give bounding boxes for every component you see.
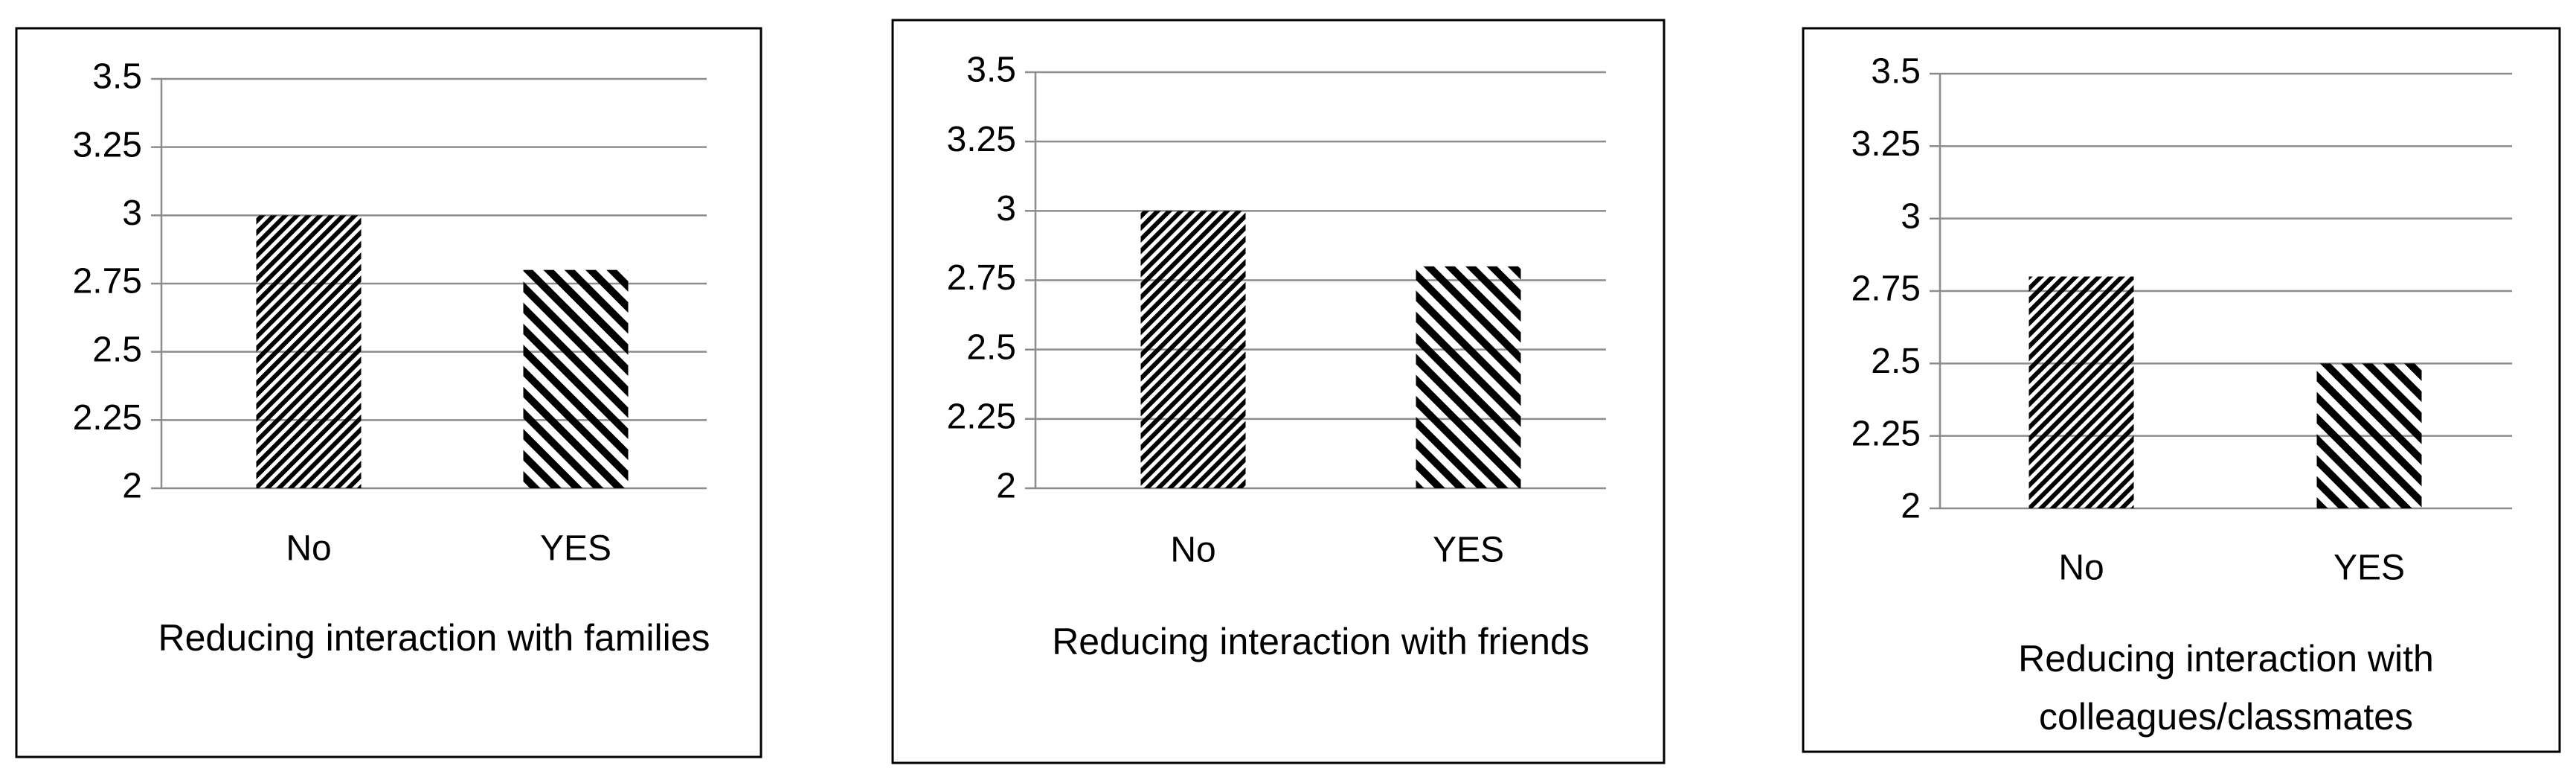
- y-tick-label: 2.75: [73, 262, 142, 301]
- y-tick-label: 3.25: [947, 120, 1016, 159]
- y-tick-label: 2: [996, 467, 1016, 506]
- bar: [1140, 211, 1246, 488]
- x-tick-label: No: [1170, 531, 1215, 570]
- x-axis-title: Reducing interaction with friends: [1052, 621, 1590, 662]
- x-tick-label: YES: [540, 529, 611, 569]
- y-tick-label: 3.5: [92, 57, 142, 97]
- bar: [1416, 266, 1521, 488]
- y-tick-label: 2: [122, 467, 142, 506]
- y-tick-label: 3: [996, 189, 1016, 228]
- y-tick-label: 3.25: [73, 125, 142, 164]
- y-tick-label: 2.5: [966, 327, 1016, 367]
- bar: [2029, 276, 2134, 508]
- bar: [2316, 363, 2422, 508]
- y-tick-label: 2.5: [92, 330, 142, 369]
- x-tick-label: YES: [1433, 531, 1504, 570]
- x-tick-label: YES: [2334, 549, 2405, 588]
- y-tick-label: 2: [1901, 487, 1921, 526]
- y-tick-label: 3.5: [1871, 52, 1921, 92]
- x-tick-label: No: [286, 529, 331, 569]
- y-tick-label: 3.5: [966, 51, 1016, 90]
- y-tick-label: 3.25: [1851, 124, 1921, 164]
- y-tick-label: 2.5: [1871, 342, 1921, 381]
- y-tick-label: 2.25: [947, 397, 1016, 437]
- x-axis-title: Reducing interaction with families: [158, 617, 710, 659]
- y-tick-label: 2.75: [947, 258, 1016, 298]
- x-tick-label: No: [2058, 549, 2104, 588]
- chart-frame: [15, 27, 762, 758]
- chart-frame: [1802, 27, 2561, 753]
- y-tick-label: 2.75: [1851, 269, 1921, 309]
- y-tick-label: 2.25: [1851, 414, 1921, 453]
- x-axis-title: Reducing interaction with colleagues/cla…: [2018, 638, 2434, 738]
- bar: [256, 215, 362, 488]
- y-tick-label: 3: [1901, 196, 1921, 236]
- chart-frame: [891, 19, 1666, 764]
- bar: [523, 269, 629, 488]
- y-tick-label: 3: [122, 194, 142, 233]
- y-tick-label: 2.25: [73, 398, 142, 438]
